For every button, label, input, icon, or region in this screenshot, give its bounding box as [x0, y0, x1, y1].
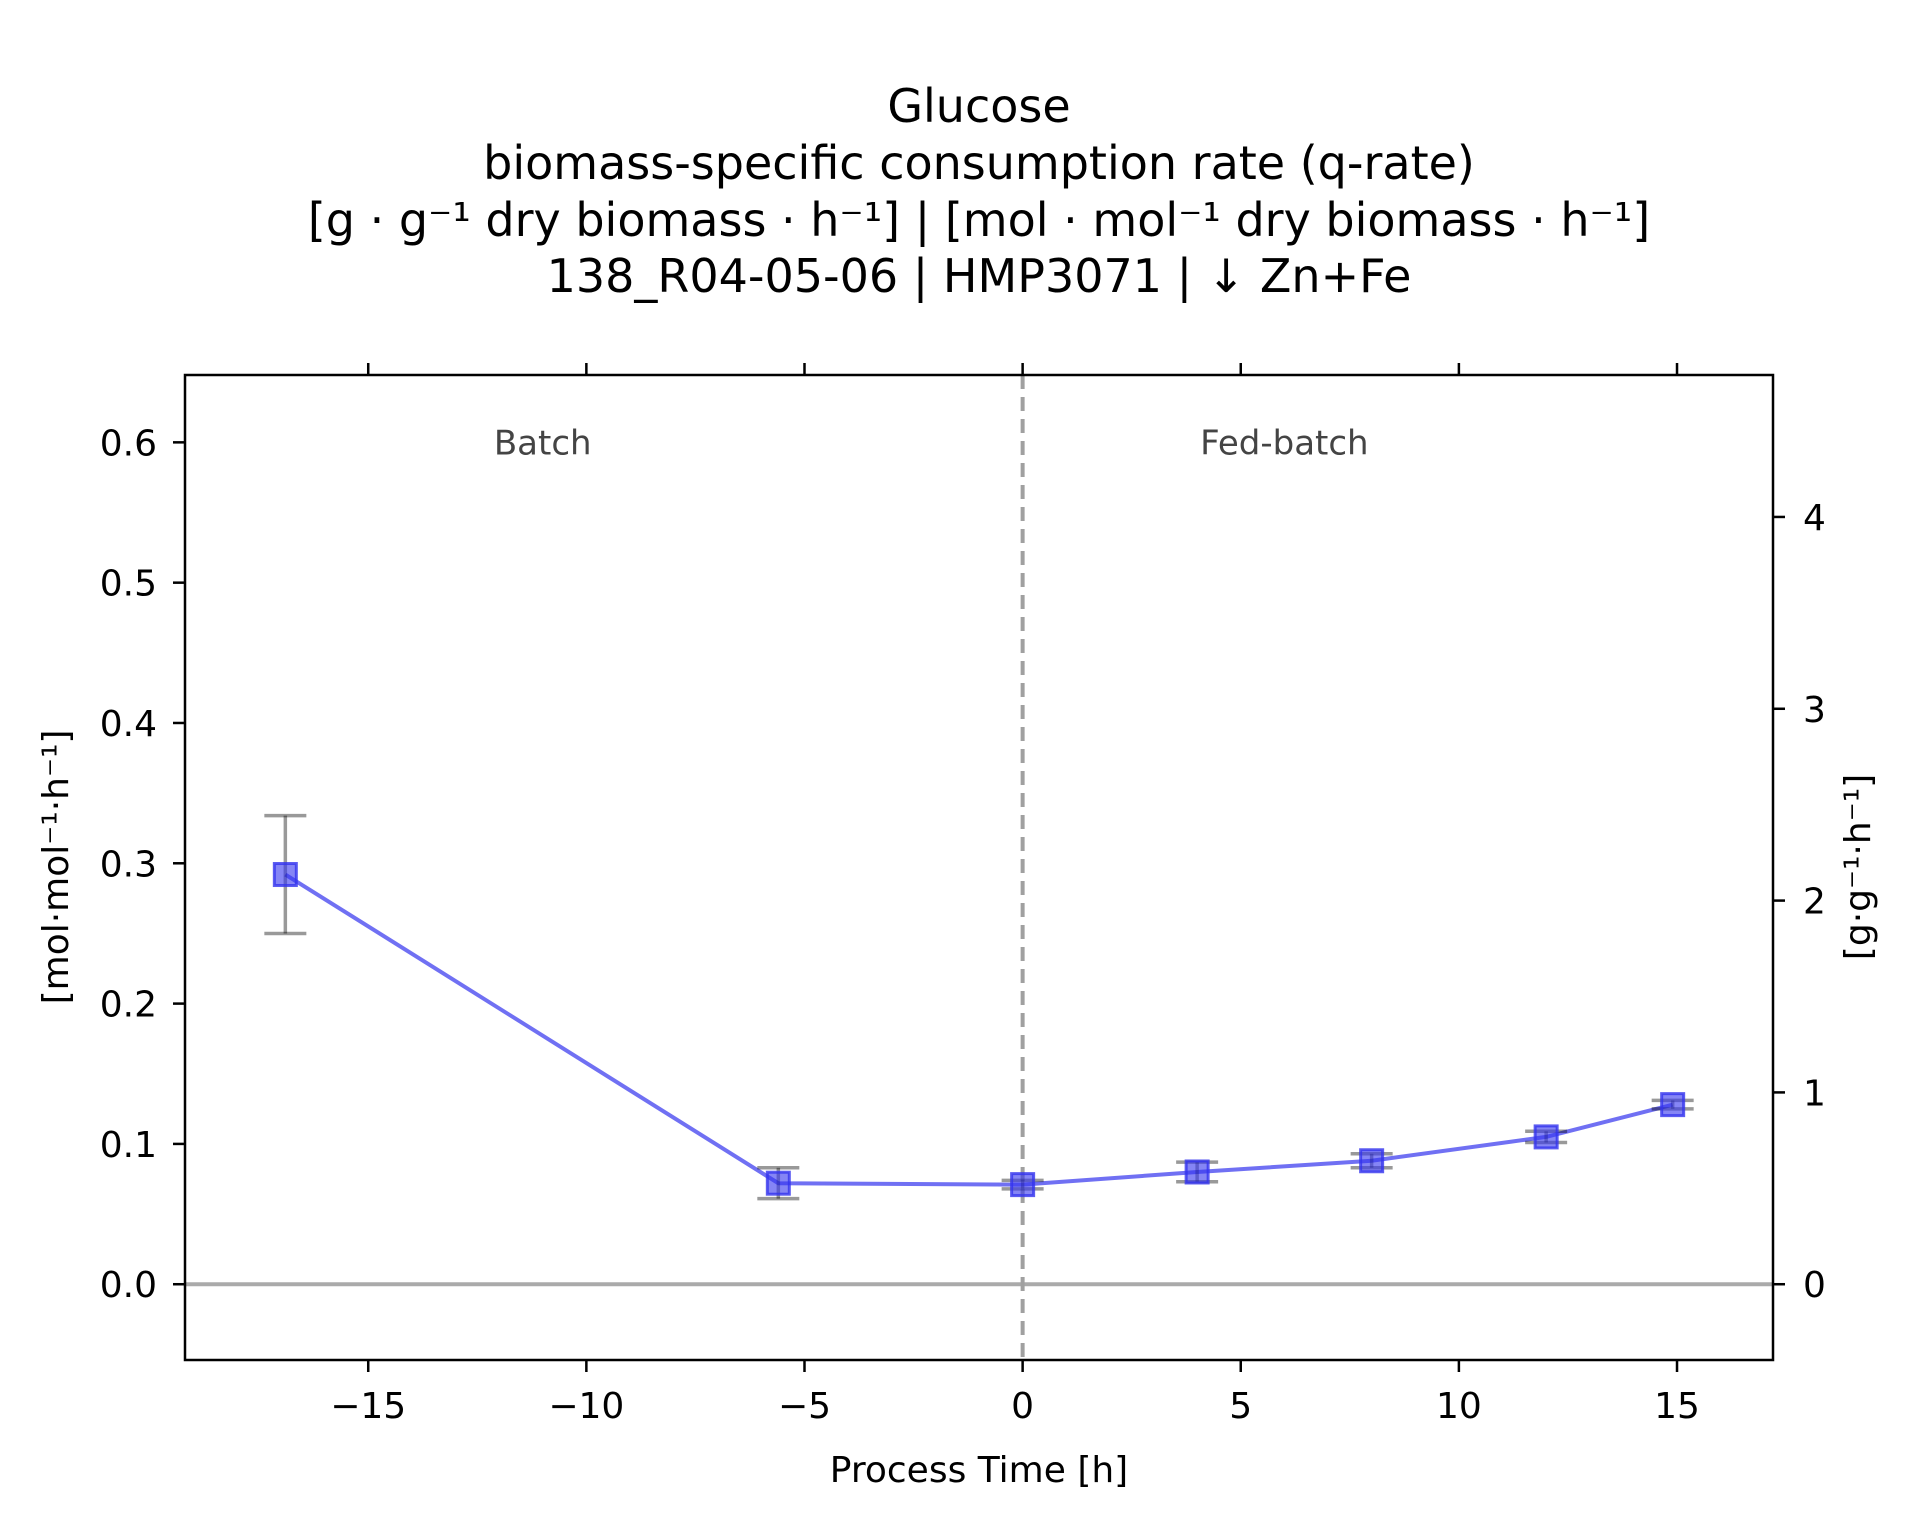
x-tick-label: 10: [1436, 1386, 1482, 1427]
x-tick-label: 5: [1229, 1386, 1252, 1427]
y-tick-label-left: 0.6: [100, 423, 157, 464]
y-axis-right-label: [g·g⁻¹·h⁻¹]: [1838, 774, 1879, 960]
y-axis-left: 0.0 0.1 0.2 0.3 0.4 0.5 0.6: [100, 423, 185, 1306]
title-line-4: 138_R04-05-06 | HMP3071 | ↓ Zn+Fe: [547, 249, 1412, 304]
title-line-3: [g · g⁻¹ dry biomass · h⁻¹] | [mol · mol…: [308, 193, 1650, 248]
x-tick-label: −15: [330, 1386, 406, 1427]
y-tick-label-left: 0.3: [100, 844, 157, 885]
y-tick-label-right: 0: [1803, 1265, 1826, 1306]
data-point: [1359, 1148, 1385, 1174]
x-tick-label: 15: [1654, 1386, 1700, 1427]
y-axis-right: 0 1 2 3 4: [1773, 498, 1826, 1306]
title-line-2: biomass-specific consumption rate (q-rat…: [483, 136, 1475, 190]
y-tick-label-right: 4: [1803, 498, 1826, 539]
data-point: [272, 862, 298, 888]
y-tick-label-right: 2: [1803, 882, 1826, 923]
y-tick-label-right: 1: [1803, 1073, 1826, 1114]
x-tick-label: −10: [548, 1386, 624, 1427]
data-point: [1184, 1159, 1210, 1185]
phase-label-batch: Batch: [494, 423, 592, 463]
y-tick-label-left: 0.5: [100, 564, 157, 605]
title-line-1: Glucose: [887, 79, 1070, 133]
y-tick-label-left: 0.2: [100, 985, 157, 1026]
x-axis: −15 −10 −5 0 5 10 15: [330, 363, 1700, 1427]
y-axis-left-label: [mol·mol⁻¹·h⁻¹]: [36, 730, 77, 1005]
y-tick-label-left: 0.4: [100, 704, 157, 745]
data-point: [1010, 1172, 1036, 1198]
y-tick-label-left: 0.0: [100, 1265, 157, 1306]
y-tick-label-left: 0.1: [100, 1125, 157, 1166]
x-tick-label: −5: [778, 1386, 831, 1427]
chart-title: Glucose biomass-specific consumption rat…: [308, 79, 1650, 304]
series-line: [284, 872, 1674, 1187]
plot-frame: [183, 373, 1775, 1362]
data-point: [1533, 1124, 1559, 1150]
y-tick-label-right: 3: [1803, 690, 1826, 731]
x-axis-label: Process Time [h]: [830, 1450, 1128, 1491]
phase-label-fed-batch: Fed-batch: [1200, 423, 1368, 463]
x-tick-label: 0: [1011, 1386, 1034, 1427]
data-point: [1660, 1092, 1686, 1118]
data-point: [765, 1170, 791, 1196]
plot-area: Batch Fed-batch: [185, 375, 1773, 1360]
